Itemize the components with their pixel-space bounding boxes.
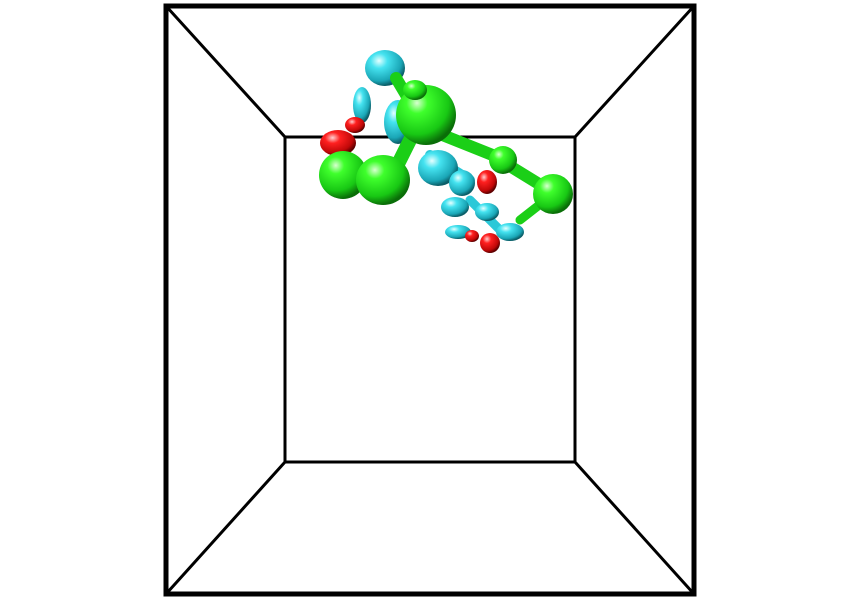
cyan-atom [475, 203, 499, 221]
green-atom [396, 85, 456, 145]
molecule[interactable] [319, 50, 573, 253]
red-atom [477, 170, 497, 194]
cyan-atom [418, 150, 458, 186]
green-atom [489, 146, 517, 174]
cyan-atom [449, 170, 475, 196]
box-edge-bottom-right [572, 459, 697, 597]
green-atom [403, 80, 427, 100]
box-edge-top-left [163, 3, 288, 140]
cyan-atom [353, 87, 371, 123]
cyan-atom [496, 223, 524, 241]
green-atom [533, 174, 573, 214]
red-atom [480, 233, 500, 253]
red-atom [320, 130, 356, 156]
red-atom [465, 230, 479, 242]
red-atom [345, 117, 365, 133]
box-front-face [163, 3, 697, 597]
box-edge-bottom-left [163, 459, 288, 597]
green-atom [319, 151, 367, 199]
cyan-atom [441, 197, 469, 217]
box-edge-top-right [572, 3, 697, 140]
green-atom [356, 155, 410, 205]
cyan-atom [445, 225, 471, 239]
